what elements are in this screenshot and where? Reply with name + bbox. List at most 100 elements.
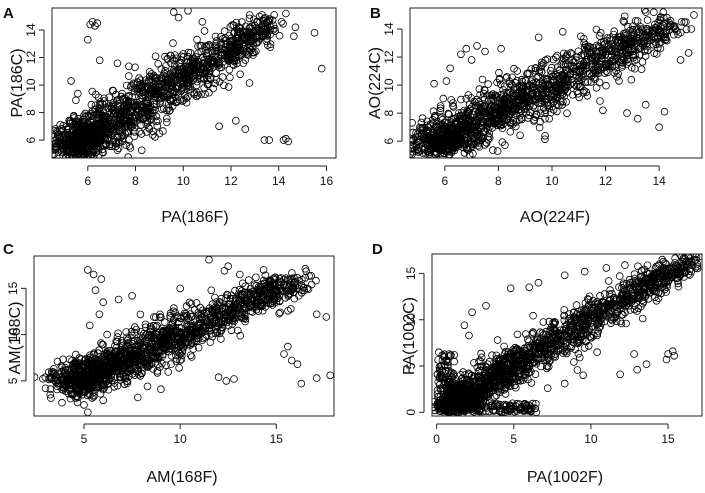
data-point (67, 389, 75, 398)
data-point (184, 48, 193, 57)
outlier-point (236, 270, 244, 279)
data-point (189, 345, 198, 353)
data-point (480, 85, 489, 94)
data-point (566, 70, 575, 78)
data-point (193, 61, 202, 70)
y-tick-label: 5 (6, 377, 20, 384)
outlier-point (430, 79, 438, 88)
data-point (491, 91, 500, 100)
data-point (635, 35, 643, 43)
outlier-point (99, 396, 107, 405)
data-point (663, 23, 671, 31)
data-point (480, 128, 489, 136)
data-point (192, 337, 201, 345)
data-point (519, 87, 527, 96)
data-point (652, 50, 661, 58)
data-point (654, 294, 663, 303)
outlier-point (287, 356, 296, 365)
data-point (220, 39, 228, 48)
data-point (52, 140, 60, 148)
outlier-point (280, 350, 288, 358)
data-point (213, 44, 221, 53)
data-point (665, 18, 674, 27)
outlier-point (205, 256, 213, 264)
outlier-point (312, 374, 321, 382)
data-point (143, 107, 152, 115)
data-point (115, 113, 124, 121)
data-point (96, 121, 105, 130)
data-point (289, 284, 298, 293)
data-point (65, 135, 74, 143)
data-point (134, 367, 143, 376)
outlier-point (88, 17, 97, 26)
panel-letter-b: B (370, 5, 381, 22)
data-point (510, 64, 518, 73)
data-point (489, 110, 498, 119)
data-point (143, 104, 151, 112)
data-point (604, 62, 613, 71)
data-point (506, 88, 515, 97)
data-point (74, 89, 82, 98)
data-point (269, 21, 278, 30)
data-point (558, 90, 567, 99)
data-point (154, 353, 162, 362)
data-point (95, 151, 103, 158)
data-point (579, 59, 588, 67)
data-point (177, 339, 186, 348)
data-point (135, 127, 144, 136)
data-point (109, 138, 117, 146)
data-point (143, 79, 152, 88)
data-point (132, 105, 141, 113)
data-point (429, 131, 438, 140)
data-point (133, 357, 142, 365)
data-point (627, 63, 636, 72)
data-point (210, 304, 219, 312)
data-point (579, 74, 587, 82)
data-point (146, 348, 154, 357)
data-point (431, 123, 440, 131)
data-point (266, 283, 275, 291)
data-point (538, 61, 546, 69)
data-point (164, 368, 173, 376)
outlier-point (303, 284, 311, 293)
data-point (209, 58, 218, 67)
data-point (671, 24, 679, 33)
data-point (173, 355, 181, 363)
data-point (629, 30, 637, 39)
x-tick-label: 6 (84, 174, 91, 188)
data-point (73, 120, 82, 129)
data-point (202, 49, 211, 57)
data-point (444, 109, 453, 118)
data-point (264, 299, 273, 308)
data-point (113, 146, 122, 155)
data-point (561, 76, 570, 84)
data-point (582, 88, 590, 96)
data-point (562, 98, 570, 106)
data-point (174, 97, 182, 105)
data-point (212, 309, 221, 317)
data-point (59, 152, 67, 158)
data-point (177, 71, 185, 80)
data-point (229, 36, 238, 44)
data-point (638, 58, 647, 66)
data-point (93, 122, 101, 131)
data-point (650, 32, 659, 41)
data-point (418, 114, 427, 122)
data-point (562, 74, 571, 83)
data-point (90, 142, 98, 151)
data-point (65, 144, 73, 153)
data-point (587, 48, 596, 57)
data-point (91, 106, 99, 114)
data-point (49, 364, 58, 373)
outlier-point (641, 100, 650, 109)
data-point (527, 90, 535, 99)
data-point (281, 274, 290, 283)
data-point (620, 55, 628, 64)
data-point (531, 66, 540, 75)
data-point (623, 60, 631, 68)
x-tick-label: 10 (177, 174, 191, 188)
